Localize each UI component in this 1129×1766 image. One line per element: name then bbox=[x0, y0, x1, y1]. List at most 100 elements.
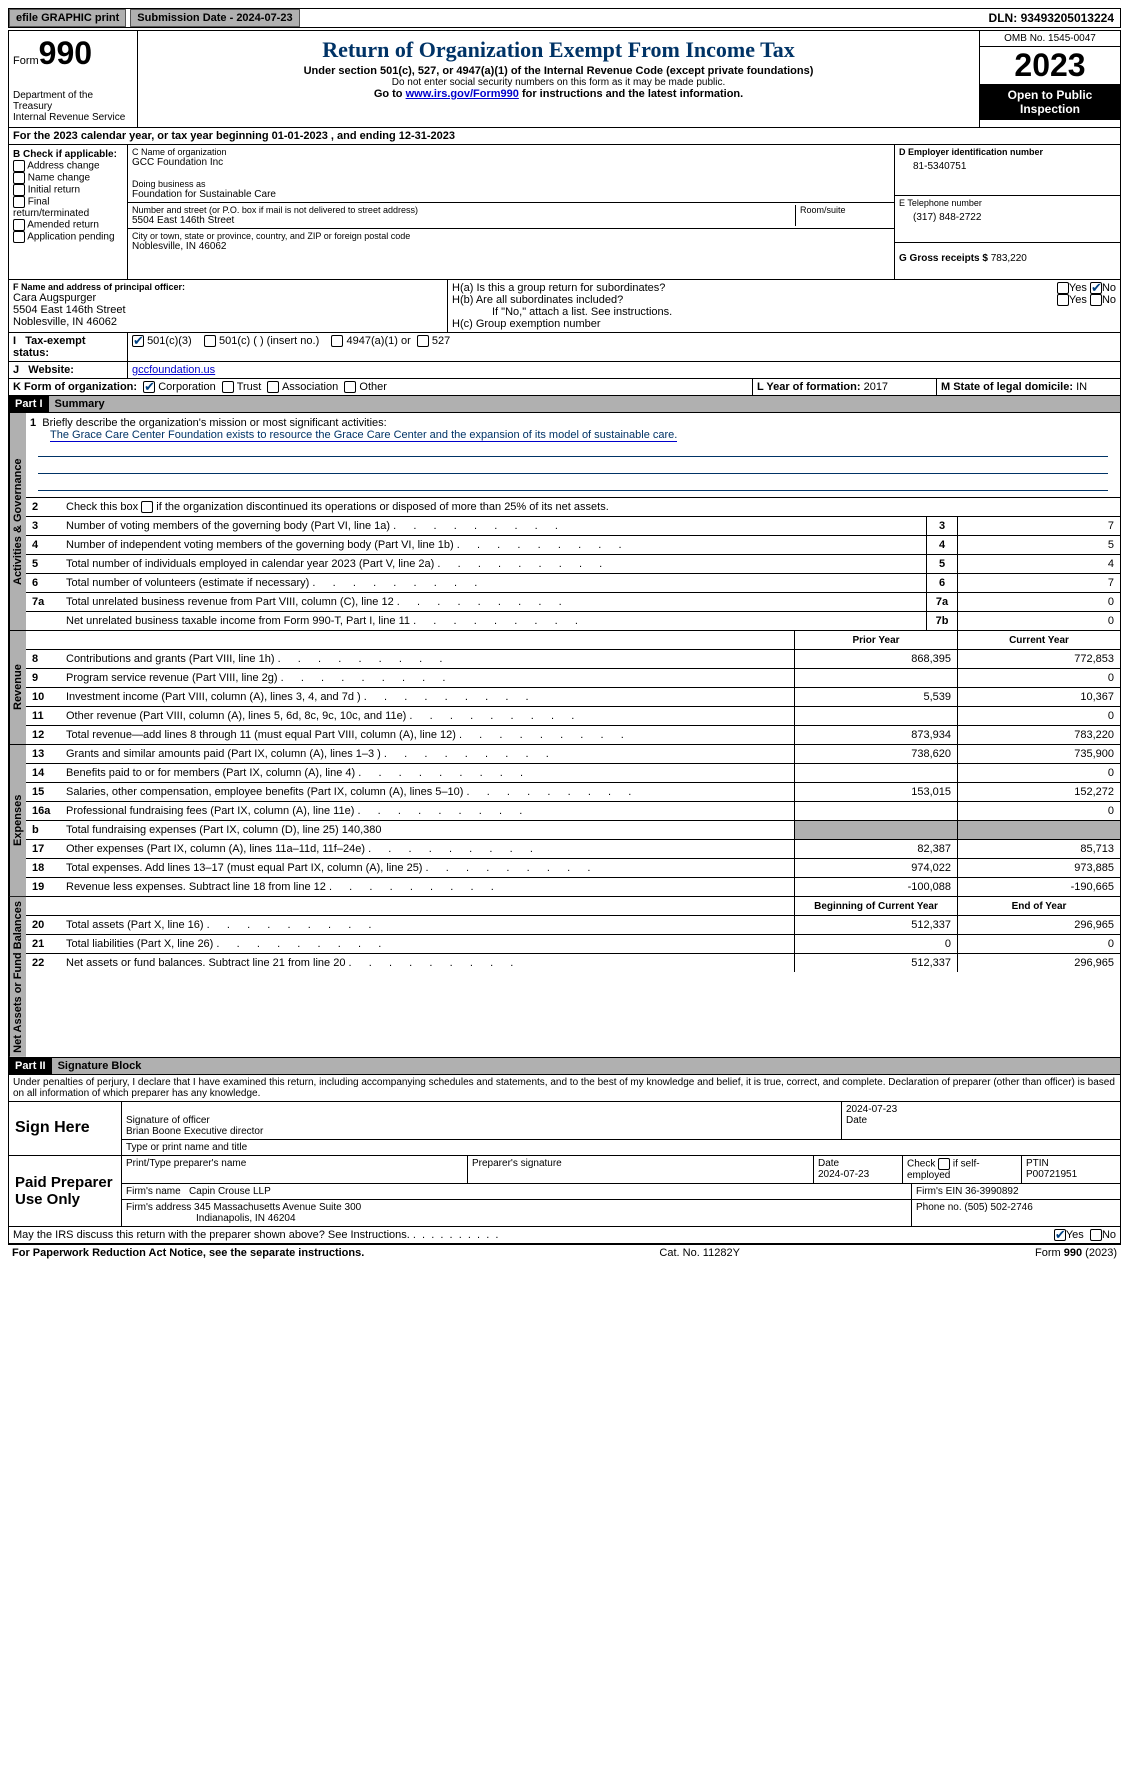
box-b: B Check if applicable: Address change Na… bbox=[9, 145, 128, 279]
telephone: (317) 848-2722 bbox=[899, 208, 1116, 223]
summary-line: 6Total number of volunteers (estimate if… bbox=[26, 574, 1120, 593]
prep-date: 2024-07-23 bbox=[818, 1169, 898, 1180]
section-klm: K Form of organization: Corporation Trus… bbox=[8, 379, 1121, 396]
discuss-row: May the IRS discuss this return with the… bbox=[8, 1227, 1121, 1244]
checkbox-discuss-no[interactable] bbox=[1090, 1229, 1102, 1241]
irs-label: Internal Revenue Service bbox=[13, 112, 133, 123]
checkbox-application-pending[interactable] bbox=[13, 231, 25, 243]
gross-receipts: 783,220 bbox=[991, 253, 1027, 264]
line-a: For the 2023 calendar year, or tax year … bbox=[8, 128, 1121, 145]
summary-line: 15Salaries, other compensation, employee… bbox=[26, 783, 1120, 802]
summary-line: 17Other expenses (Part IX, column (A), l… bbox=[26, 840, 1120, 859]
subtitle-3: Go to www.irs.gov/Form990 for instructio… bbox=[146, 88, 971, 100]
section-bcdeg: B Check if applicable: Address change Na… bbox=[8, 145, 1121, 280]
state-domicile: IN bbox=[1076, 381, 1087, 393]
irs-link[interactable]: www.irs.gov/Form990 bbox=[406, 88, 519, 100]
checkbox-address-change[interactable] bbox=[13, 160, 25, 172]
summary-line: 20Total assets (Part X, line 16) 512,337… bbox=[26, 916, 1120, 935]
checkbox-name-change[interactable] bbox=[13, 172, 25, 184]
summary-line: 16aProfessional fundraising fees (Part I… bbox=[26, 802, 1120, 821]
firm-addr1: 345 Massachusetts Avenue Suite 300 bbox=[194, 1202, 361, 1213]
ein: 81-5340751 bbox=[899, 157, 1116, 172]
section-j: J Website: gccfoundation.us bbox=[8, 362, 1121, 379]
summary-line: 11Other revenue (Part VIII, column (A), … bbox=[26, 707, 1120, 726]
part1-governance-section: Activities & Governance 1 Briefly descri… bbox=[8, 413, 1121, 631]
officer-name: Cara Augspurger bbox=[13, 292, 443, 304]
firm-addr2: Indianapolis, IN 46204 bbox=[126, 1213, 907, 1224]
checkbox-discontinued[interactable] bbox=[141, 501, 153, 513]
checkbox-initial-return[interactable] bbox=[13, 184, 25, 196]
page-footer: For Paperwork Reduction Act Notice, see … bbox=[8, 1244, 1121, 1261]
submission-date-label: Submission Date - 2024-07-23 bbox=[130, 9, 299, 27]
vlabel-governance: Activities & Governance bbox=[9, 413, 26, 630]
checkbox-hb-no[interactable] bbox=[1090, 294, 1102, 306]
city-state-zip: Noblesville, IN 46062 bbox=[132, 241, 890, 252]
summary-line: 12Total revenue—add lines 8 through 11 (… bbox=[26, 726, 1120, 744]
efile-print-button[interactable]: efile GRAPHIC print bbox=[9, 9, 126, 27]
section-i: I Tax-exempt status: 501(c)(3) 501(c) ( … bbox=[8, 333, 1121, 362]
part1-expenses-section: Expenses 13Grants and similar amounts pa… bbox=[8, 745, 1121, 897]
summary-line: 13Grants and similar amounts paid (Part … bbox=[26, 745, 1120, 764]
checkbox-final-return[interactable] bbox=[13, 196, 25, 208]
checkbox-501c[interactable] bbox=[204, 335, 216, 347]
officer-signature-name: Brian Boone Executive director bbox=[126, 1126, 837, 1137]
form-word: Form bbox=[13, 55, 39, 67]
checkbox-ha-yes[interactable] bbox=[1057, 282, 1069, 294]
subtitle-1: Under section 501(c), 527, or 4947(a)(1)… bbox=[146, 65, 971, 77]
summary-line: 5Total number of individuals employed in… bbox=[26, 555, 1120, 574]
firm-ein: 36-3990892 bbox=[965, 1186, 1018, 1197]
part2-header: Part II Signature Block bbox=[8, 1058, 1121, 1075]
officer-addr2: Noblesville, IN 46062 bbox=[13, 316, 443, 328]
footer-catno: Cat. No. 11282Y bbox=[659, 1247, 740, 1259]
checkbox-527[interactable] bbox=[417, 335, 429, 347]
firm-name: Capin Crouse LLP bbox=[189, 1186, 271, 1197]
sign-date: 2024-07-23 bbox=[846, 1104, 1116, 1115]
box-c: C Name of organization GCC Foundation In… bbox=[128, 145, 894, 279]
open-public-badge: Open to Public Inspection bbox=[980, 84, 1120, 120]
form-header: Form990 Department of the Treasury Inter… bbox=[8, 30, 1121, 128]
summary-line: 9Program service revenue (Part VIII, lin… bbox=[26, 669, 1120, 688]
summary-line: 7aTotal unrelated business revenue from … bbox=[26, 593, 1120, 612]
checkbox-self-employed[interactable] bbox=[938, 1158, 950, 1170]
summary-line: 18Total expenses. Add lines 13–17 (must … bbox=[26, 859, 1120, 878]
checkbox-amended-return[interactable] bbox=[13, 219, 25, 231]
checkbox-hb-yes[interactable] bbox=[1057, 294, 1069, 306]
checkbox-4947[interactable] bbox=[331, 335, 343, 347]
part1-revenue-section: Revenue Prior Year Current Year 8Contrib… bbox=[8, 631, 1121, 745]
dept-treasury: Department of the Treasury bbox=[13, 90, 133, 112]
section-fh: F Name and address of principal officer:… bbox=[8, 280, 1121, 333]
year-formation: 2017 bbox=[864, 381, 888, 393]
officer-addr1: 5504 East 146th Street bbox=[13, 304, 443, 316]
col-current-year: Current Year bbox=[957, 631, 1120, 649]
checkbox-trust[interactable] bbox=[222, 381, 234, 393]
org-name: GCC Foundation Inc bbox=[132, 157, 890, 168]
part1-netassets-section: Net Assets or Fund Balances Beginning of… bbox=[8, 897, 1121, 1058]
checkbox-association[interactable] bbox=[267, 381, 279, 393]
tax-year: 2023 bbox=[980, 47, 1120, 84]
street-address: 5504 East 146th Street bbox=[132, 215, 795, 226]
summary-line: 14Benefits paid to or for members (Part … bbox=[26, 764, 1120, 783]
website-link[interactable]: gccfoundation.us bbox=[132, 364, 215, 376]
checkbox-501c3[interactable] bbox=[132, 335, 144, 347]
sign-here-block: Sign Here Signature of officer Brian Boo… bbox=[8, 1102, 1121, 1156]
box-deg: D Employer identification number 81-5340… bbox=[894, 145, 1120, 279]
firm-phone: (505) 502-2746 bbox=[964, 1202, 1032, 1213]
dln-label: DLN: 93493205013224 bbox=[989, 11, 1120, 25]
vlabel-expenses: Expenses bbox=[9, 745, 26, 896]
summary-line: bTotal fundraising expenses (Part IX, co… bbox=[26, 821, 1120, 840]
summary-line: Net unrelated business taxable income fr… bbox=[26, 612, 1120, 630]
form-number: 990 bbox=[39, 35, 92, 71]
checkbox-corporation[interactable] bbox=[143, 381, 155, 393]
checkbox-other[interactable] bbox=[344, 381, 356, 393]
form-title: Return of Organization Exempt From Incom… bbox=[146, 37, 971, 63]
summary-line: 8Contributions and grants (Part VIII, li… bbox=[26, 650, 1120, 669]
checkbox-ha-no[interactable] bbox=[1090, 282, 1102, 294]
ptin: P00721951 bbox=[1026, 1169, 1116, 1180]
summary-line: 19Revenue less expenses. Subtract line 1… bbox=[26, 878, 1120, 896]
vlabel-netassets: Net Assets or Fund Balances bbox=[9, 897, 26, 1057]
vlabel-revenue: Revenue bbox=[9, 631, 26, 744]
col-begin-year: Beginning of Current Year bbox=[794, 897, 957, 915]
summary-line: 3Number of voting members of the governi… bbox=[26, 517, 1120, 536]
checkbox-discuss-yes[interactable] bbox=[1054, 1229, 1066, 1241]
summary-line: 4Number of independent voting members of… bbox=[26, 536, 1120, 555]
